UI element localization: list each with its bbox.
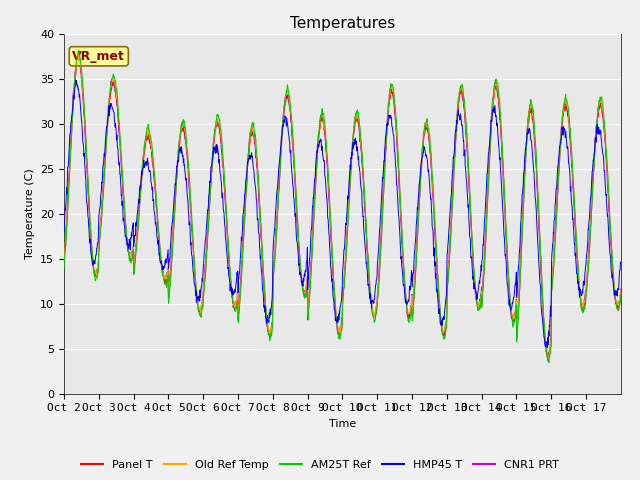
X-axis label: Time: Time bbox=[329, 419, 356, 429]
Y-axis label: Temperature (C): Temperature (C) bbox=[24, 168, 35, 259]
Legend: Panel T, Old Ref Temp, AM25T Ref, HMP45 T, CNR1 PRT: Panel T, Old Ref Temp, AM25T Ref, HMP45 … bbox=[77, 456, 563, 474]
Title: Temperatures: Temperatures bbox=[290, 16, 395, 31]
Text: VR_met: VR_met bbox=[72, 50, 125, 63]
